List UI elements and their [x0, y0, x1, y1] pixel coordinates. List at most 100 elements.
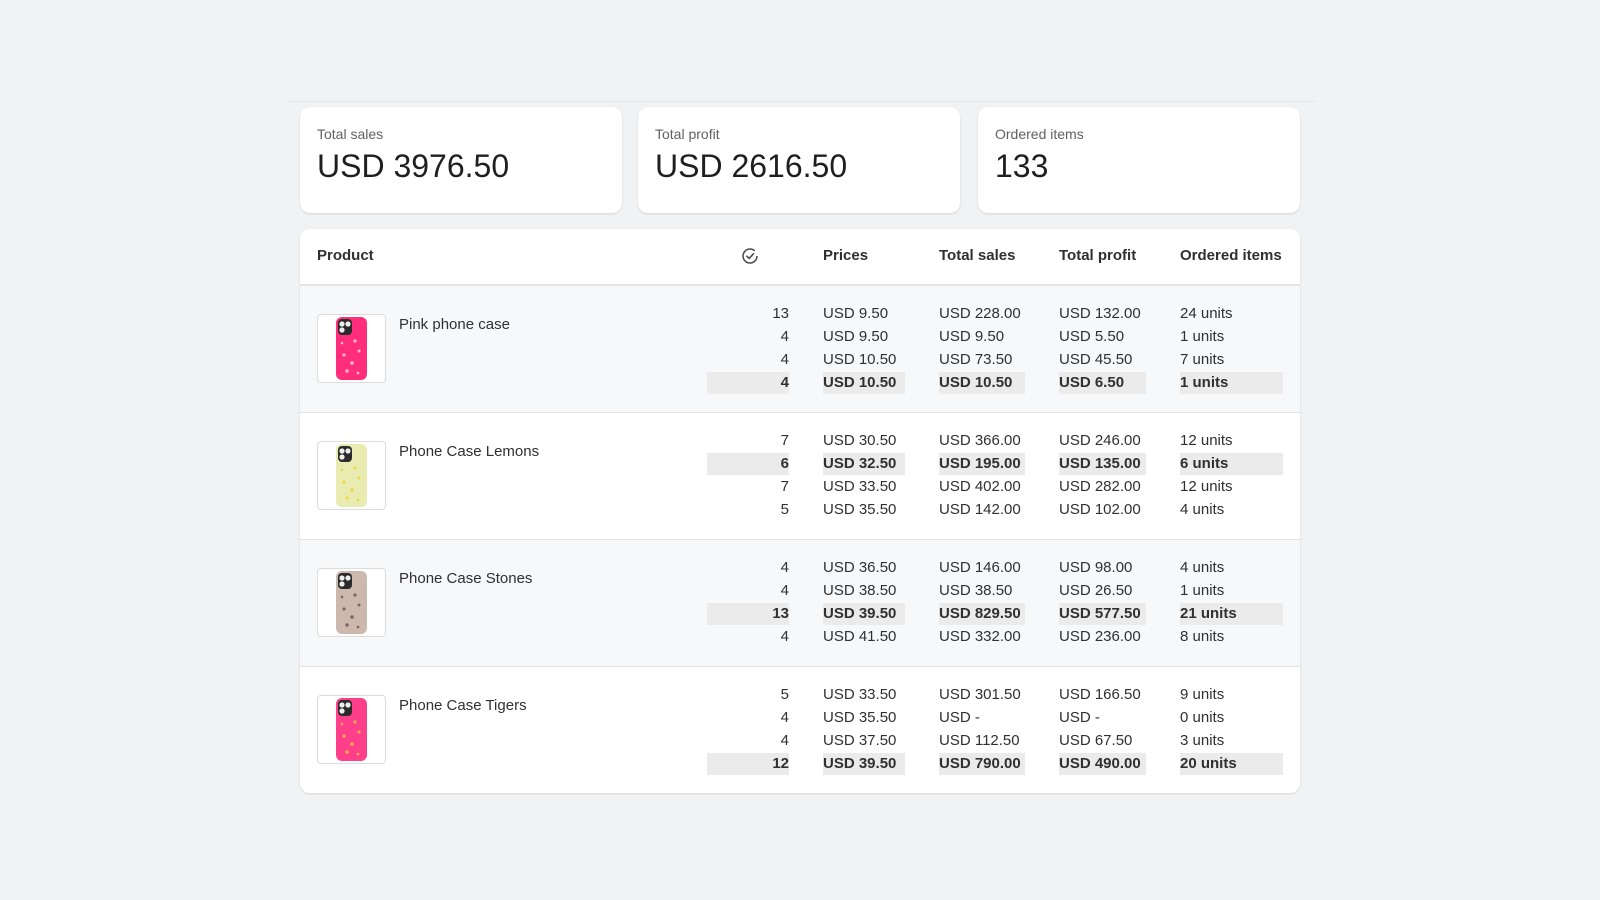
cell-units: 8 units: [1180, 628, 1225, 645]
cell-profit: USD 98.00: [1059, 559, 1133, 576]
cell-count: 4: [780, 351, 789, 368]
product-name: Pink phone case: [399, 316, 510, 333]
cell-profit: USD 577.50: [1059, 603, 1146, 625]
cell-units: 4 units: [1180, 501, 1225, 518]
cell-price: USD 30.50: [823, 432, 897, 449]
cell-units: 1 units: [1180, 372, 1283, 394]
table-header: [300, 229, 1300, 285]
cell-units: 6 units: [1180, 453, 1283, 475]
check-icon[interactable]: [741, 247, 759, 265]
product-name: Phone Case Stones: [399, 570, 533, 587]
cell-count: 5: [780, 501, 789, 518]
cell-sales: USD 301.50: [939, 686, 1021, 703]
cell-units: 4 units: [1180, 559, 1225, 576]
cell-sales: USD 366.00: [939, 432, 1021, 449]
cell-price: USD 9.50: [823, 328, 889, 345]
cell-units: 1 units: [1180, 582, 1225, 599]
cell-units: 7 units: [1180, 351, 1225, 368]
product-name: Phone Case Lemons: [399, 443, 540, 460]
cell-profit: USD 246.00: [1059, 432, 1141, 449]
product-group: Phone Case Stones 4 USD 36.50 USD 146.00 USD…: [300, 539, 1300, 666]
cell-units: 20 units: [1180, 753, 1283, 775]
cell-profit: USD 45.50: [1059, 351, 1133, 368]
summary-card: Total profit USD 2616.50: [638, 107, 960, 213]
cell-price: USD 37.50: [823, 732, 897, 749]
product-name: Phone Case Tigers: [399, 697, 527, 714]
cell-units: 12 units: [1180, 478, 1233, 495]
cell-profit: USD 132.00: [1059, 305, 1141, 322]
cell-profit: USD 135.00: [1059, 453, 1146, 475]
cell-sales: USD -: [939, 709, 980, 726]
column-header: Prices: [823, 247, 869, 264]
cell-count: 6: [707, 453, 789, 475]
product-image: [317, 314, 386, 383]
cell-units: 21 units: [1180, 603, 1283, 625]
card-value: 133: [995, 148, 1049, 184]
product-image: [317, 441, 386, 510]
cell-sales: USD 829.50: [939, 603, 1025, 625]
cell-units: 1 units: [1180, 328, 1225, 345]
cell-price: USD 39.50: [823, 603, 905, 625]
column-header: Total sales: [939, 247, 1016, 264]
column-header: Product: [317, 247, 374, 264]
phone-case: [336, 444, 367, 507]
cell-count: 7: [780, 478, 789, 495]
phone-case: [336, 571, 367, 634]
cell-sales: USD 10.50: [939, 372, 1025, 394]
cell-profit: USD 6.50: [1059, 372, 1146, 394]
cell-profit: USD 282.00: [1059, 478, 1141, 495]
cell-profit: USD 490.00: [1059, 753, 1146, 775]
card-label: Total profit: [655, 126, 720, 142]
product-image: [317, 568, 386, 637]
cell-price: USD 39.50: [823, 753, 905, 775]
card-label: Total sales: [317, 126, 384, 142]
cell-sales: USD 73.50: [939, 351, 1013, 368]
cell-sales: USD 790.00: [939, 753, 1025, 775]
cell-price: USD 33.50: [823, 478, 897, 495]
cell-profit: USD 166.50: [1059, 686, 1141, 703]
cell-units: 24 units: [1180, 305, 1233, 322]
column-header: Ordered items: [1180, 247, 1282, 264]
cell-price: USD 35.50: [823, 501, 897, 518]
cell-price: USD 41.50: [823, 628, 897, 645]
cell-price: USD 10.50: [823, 372, 905, 394]
cell-profit: USD 236.00: [1059, 628, 1141, 645]
product-image: [317, 695, 386, 764]
cell-count: 4: [780, 628, 789, 645]
cell-count: 4: [780, 328, 789, 345]
cell-profit: USD 26.50: [1059, 582, 1133, 599]
cell-sales: USD 228.00: [939, 305, 1021, 322]
card-value: USD 3976.50: [317, 148, 510, 184]
product-group: Pink phone case 13 USD 9.50 USD 228.00 USD 1…: [300, 285, 1300, 412]
phone-case: [336, 698, 367, 761]
cell-count: 4: [780, 582, 789, 599]
data-table: Product Prices Total sales Total profit Orde…: [300, 229, 1300, 793]
cell-units: 0 units: [1180, 709, 1225, 726]
cell-profit: USD 5.50: [1059, 328, 1125, 345]
cell-count: 12: [707, 753, 789, 775]
cell-sales: USD 332.00: [939, 628, 1021, 645]
cell-sales: USD 146.00: [939, 559, 1021, 576]
cell-price: USD 32.50: [823, 453, 905, 475]
cell-count: 4: [780, 559, 789, 576]
cell-price: USD 36.50: [823, 559, 897, 576]
summary-card: Ordered items 133: [978, 107, 1300, 213]
cell-units: 12 units: [1180, 432, 1233, 449]
cell-count: 4: [780, 709, 789, 726]
cell-count: 5: [780, 686, 789, 703]
cell-price: USD 35.50: [823, 709, 897, 726]
cell-profit: USD 67.50: [1059, 732, 1133, 749]
cell-count: 13: [707, 603, 789, 625]
cell-price: USD 10.50: [823, 351, 897, 368]
cell-units: 3 units: [1180, 732, 1225, 749]
cell-profit: USD -: [1059, 709, 1100, 726]
cell-count: 4: [707, 372, 789, 394]
cell-units: 9 units: [1180, 686, 1225, 703]
product-group: Phone Case Tigers 5 USD 33.50 USD 301.50 USD…: [300, 666, 1300, 793]
summary-card: Total sales USD 3976.50: [300, 107, 622, 213]
cell-count: 4: [780, 732, 789, 749]
column-header: Total profit: [1059, 247, 1137, 264]
cell-sales: USD 38.50: [939, 582, 1013, 599]
cell-sales: USD 195.00: [939, 453, 1025, 475]
